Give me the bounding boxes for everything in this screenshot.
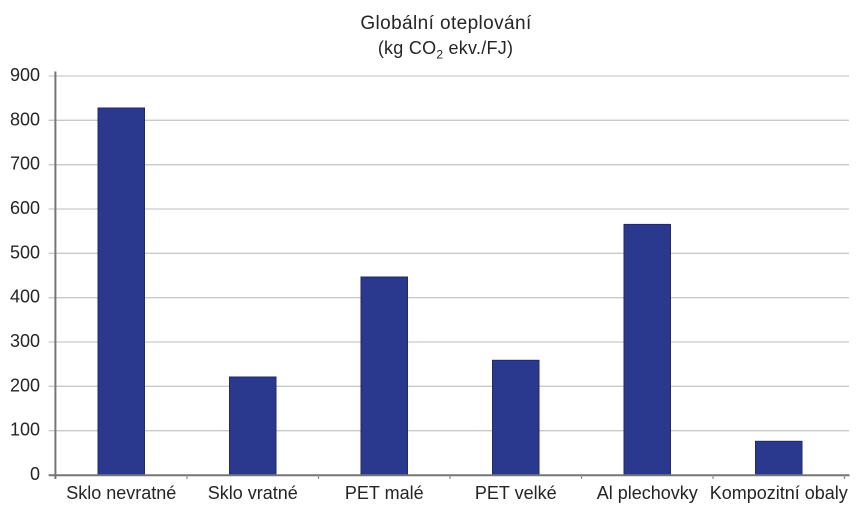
svg-text:PET malé: PET malé bbox=[345, 483, 424, 503]
svg-text:Kompozitní obaly: Kompozitní obaly bbox=[710, 483, 848, 503]
svg-text:Globální oteplování: Globální oteplování bbox=[360, 13, 532, 34]
svg-text:Sklo nevratné: Sklo nevratné bbox=[66, 483, 176, 503]
svg-text:400: 400 bbox=[10, 287, 40, 307]
svg-text:700: 700 bbox=[10, 154, 40, 174]
svg-text:Al plechovky: Al plechovky bbox=[597, 483, 698, 503]
svg-text:(kg CO2 ekv./FJ): (kg CO2 ekv./FJ) bbox=[378, 38, 513, 62]
svg-text:300: 300 bbox=[10, 331, 40, 351]
svg-text:200: 200 bbox=[10, 375, 40, 395]
svg-text:PET velké: PET velké bbox=[475, 483, 557, 503]
svg-text:0: 0 bbox=[30, 464, 40, 484]
svg-text:100: 100 bbox=[10, 420, 40, 440]
svg-text:800: 800 bbox=[10, 109, 40, 129]
svg-text:900: 900 bbox=[10, 65, 40, 85]
svg-text:Sklo vratné: Sklo vratné bbox=[208, 483, 298, 503]
svg-text:600: 600 bbox=[10, 198, 40, 218]
svg-text:500: 500 bbox=[10, 242, 40, 262]
